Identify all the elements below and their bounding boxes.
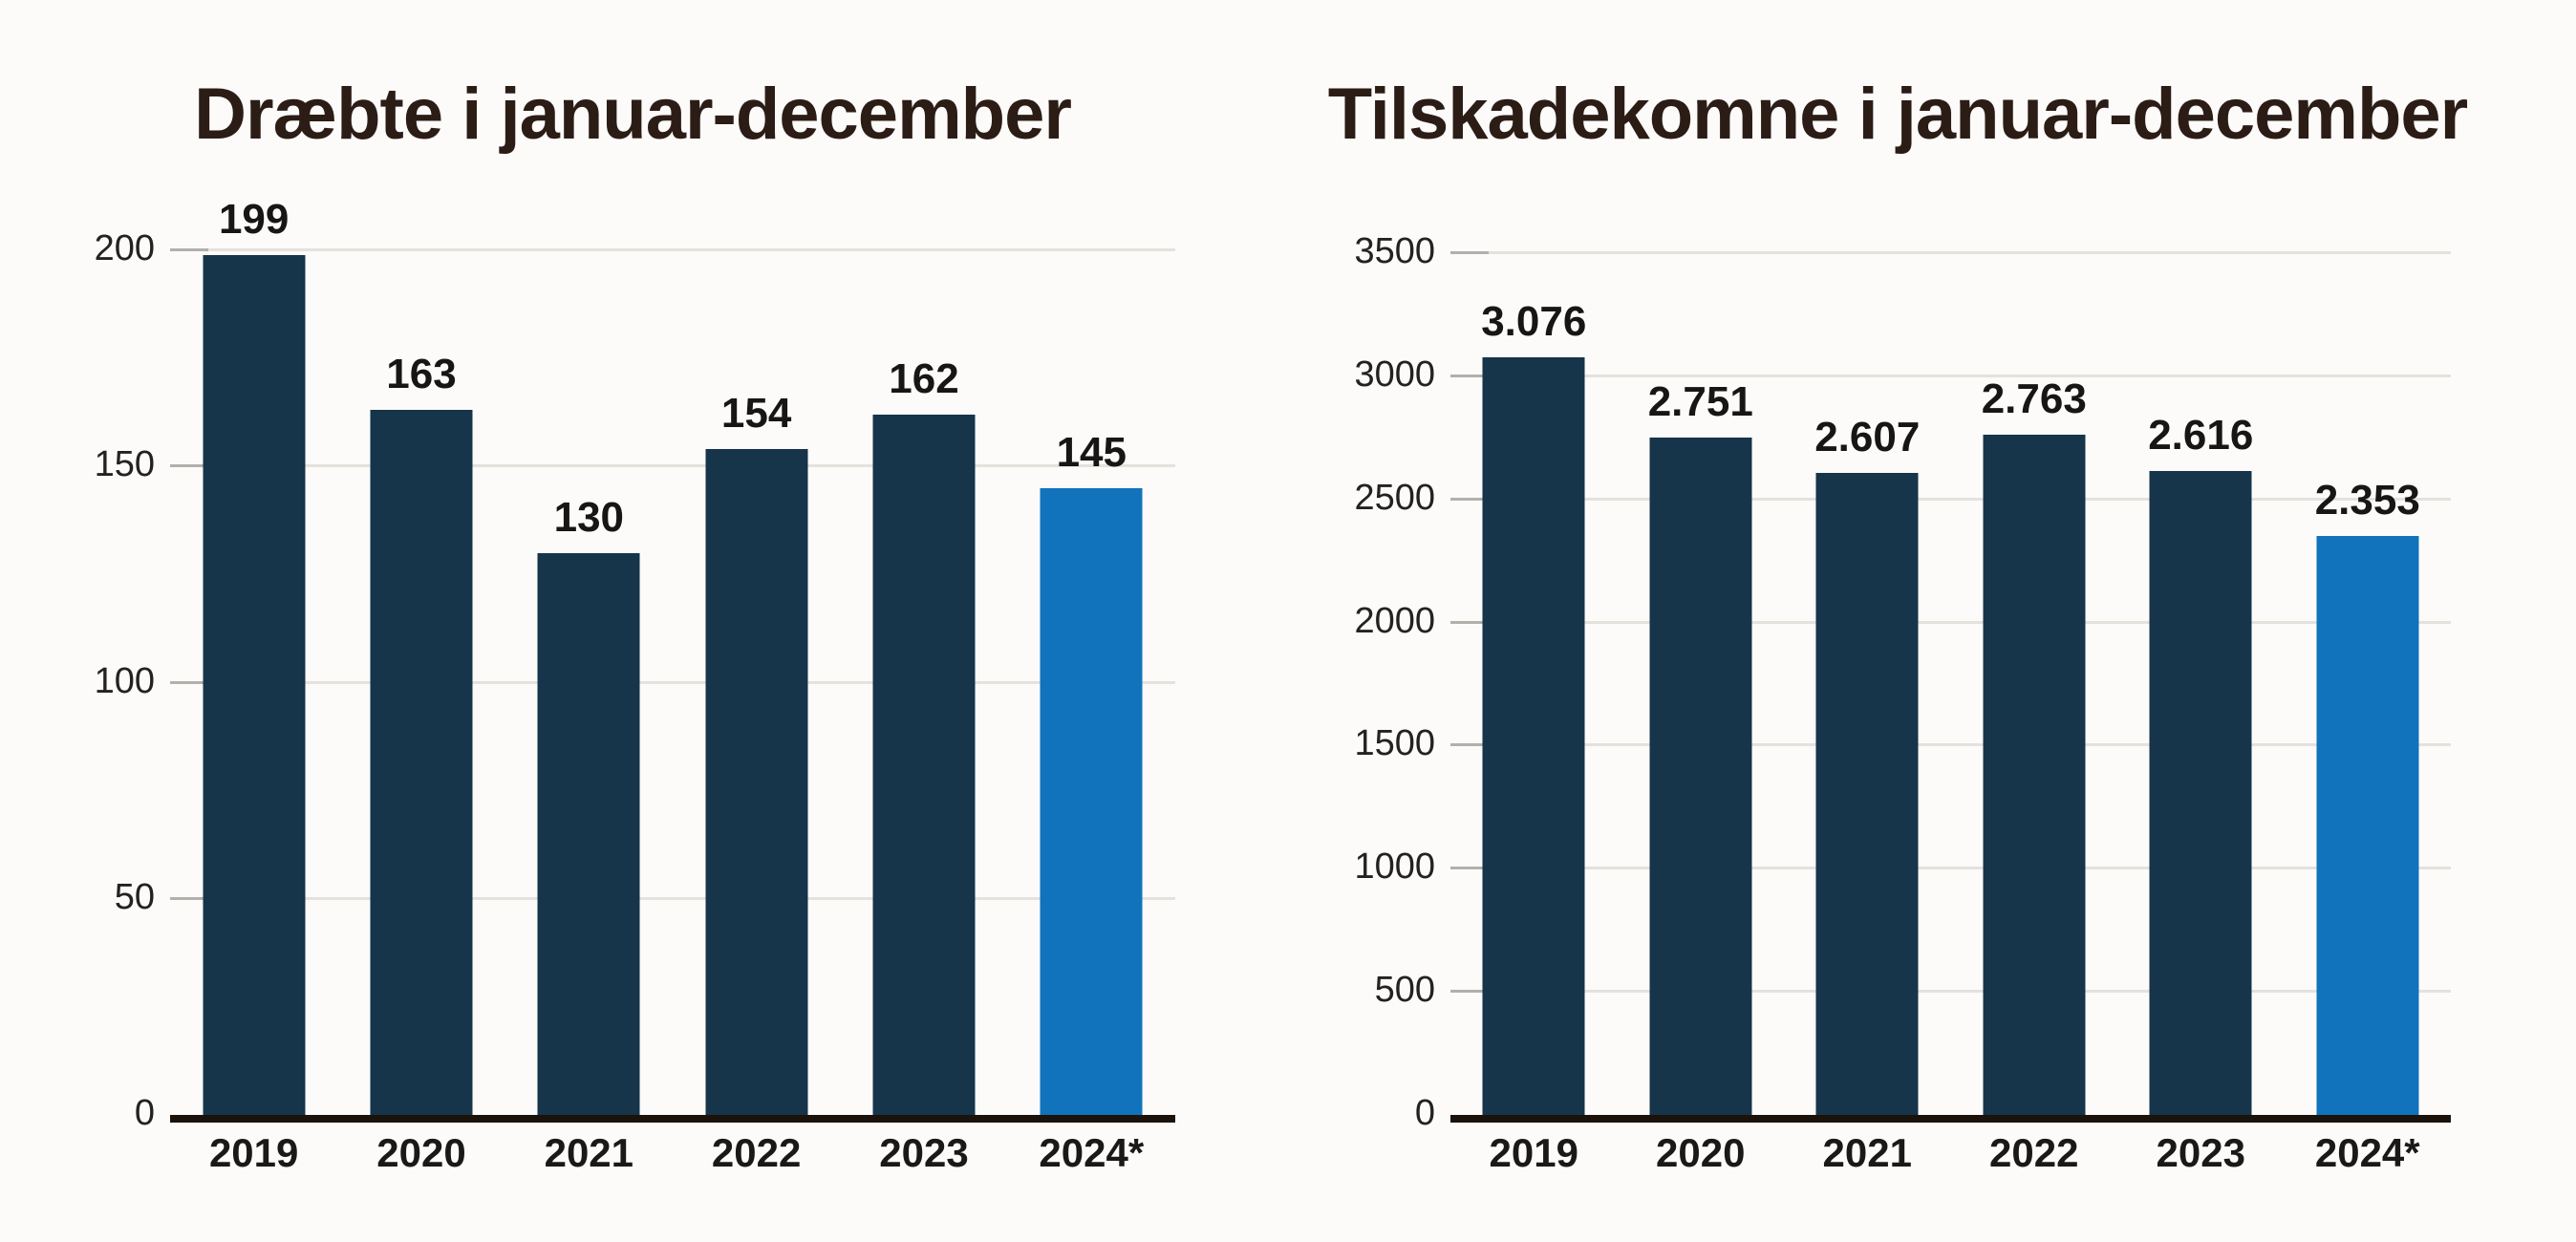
gridline [170, 680, 1175, 684]
y-axis-tick-label: 3000 [1354, 353, 1435, 395]
gridline [170, 464, 1175, 468]
bar-value-label: 163 [386, 351, 457, 398]
x-axis-category-label: 2023 [2156, 1130, 2245, 1175]
bar-2019 [203, 254, 306, 1115]
bar-value-label: 2.607 [1814, 414, 1921, 461]
y-axis-tick-mark [1450, 374, 1489, 377]
y-axis-tick-label: 150 [94, 444, 155, 485]
bar-slot: 2.763 [1951, 253, 2118, 1115]
bar-slot: 2.616 [2117, 253, 2285, 1115]
gridline [1450, 497, 2451, 501]
bar-2024* [2316, 535, 2419, 1115]
y-axis-tick-mark [170, 464, 208, 468]
bar-slot: 2.607 [1784, 253, 1951, 1115]
y-axis-tick-label: 3500 [1354, 230, 1435, 271]
y-axis-tick-mark [1450, 990, 1489, 994]
bar-slot: 3.076 [1450, 253, 1618, 1115]
bar-value-label: 2.616 [2148, 411, 2254, 459]
y-axis-tick-mark [1450, 620, 1489, 624]
bar-value-label: 154 [720, 390, 792, 438]
bar-slot: 163 [337, 250, 504, 1115]
bar-value-label: 199 [218, 195, 290, 243]
bar-2023 [872, 414, 976, 1115]
bar-2023 [2149, 470, 2252, 1115]
y-axis-tick-label: 2500 [1354, 477, 1435, 518]
bar-slot: 130 [505, 250, 673, 1115]
bar-2022 [1983, 434, 2086, 1115]
y-axis-tick-mark [1450, 867, 1489, 870]
gridline [1450, 990, 2451, 994]
gridlines-layer [1450, 251, 2451, 1115]
gridline [1450, 620, 2451, 624]
bar-plot-fatalities: 0 50 100 150 200 199 163 130 154 162 145 2019 2020… [95, 198, 1175, 1175]
gridline [1450, 251, 2451, 254]
x-axis-category-label: 2023 [879, 1130, 969, 1175]
bar-slot: 145 [1008, 250, 1175, 1115]
bar-2021 [1815, 473, 1919, 1115]
y-axis-tick-label: 1000 [1354, 846, 1435, 888]
bar-value-label: 2.751 [1647, 378, 1753, 426]
bar-value-label: 2.763 [1981, 375, 2087, 422]
bar-value-label: 145 [1056, 428, 1127, 476]
bar-value-label: 3.076 [1481, 298, 1587, 346]
chart-title-fatalities: Dræbte i januar-december [194, 73, 1072, 155]
x-axis-category-label: 2024* [1039, 1130, 1145, 1175]
x-axis: 2019 2020 2021 2022 2023 2024* [170, 1130, 1175, 1176]
bar-value-label: 162 [889, 354, 959, 402]
bar-slot: 154 [673, 250, 840, 1115]
x-axis-category-label: 2021 [1822, 1130, 1912, 1175]
gridlines-layer [170, 248, 1175, 1115]
y-axis-tick-mark [1450, 743, 1489, 747]
y-axis-tick-label: 200 [94, 227, 155, 268]
y-axis-tick-label: 1500 [1354, 723, 1435, 764]
y-axis-tick-label: 2000 [1354, 600, 1435, 641]
bar-slot: 2.751 [1618, 253, 1785, 1115]
x-axis-category-label: 2020 [376, 1130, 466, 1175]
gridline [1450, 374, 2451, 377]
y-axis-tick-mark [170, 248, 208, 251]
bar-slot: 199 [170, 198, 337, 1115]
x-axis-category-label: 2019 [1489, 1130, 1578, 1175]
x-axis-category-label: 2024* [2314, 1130, 2420, 1175]
x-axis-category-label: 2021 [544, 1130, 634, 1175]
bar-2024* [1040, 487, 1143, 1115]
bar-2019 [1482, 357, 1585, 1115]
y-axis-tick-label: 50 [114, 876, 155, 917]
x-axis-category-label: 2020 [1656, 1130, 1746, 1175]
y-axis-tick-label: 0 [134, 1092, 155, 1133]
y-axis-tick-label: 100 [94, 660, 155, 701]
bar-2020 [370, 410, 473, 1115]
bar-value-label: 2.353 [2314, 476, 2420, 524]
chart-title-injuries: Tilskadekomne i januar-december [1327, 73, 2469, 155]
y-axis-tick-mark [1450, 251, 1489, 254]
gridline [170, 248, 1175, 251]
gridline [1450, 743, 2451, 747]
x-axis: 2019 2020 2021 2022 2023 2024* [1450, 1130, 2451, 1176]
bar-slot: 162 [840, 250, 1007, 1115]
y-axis-tick-label: 0 [1414, 1092, 1435, 1133]
bar-value-label: 130 [553, 493, 625, 541]
bar-2022 [705, 449, 808, 1115]
x-axis-category-label: 2019 [208, 1130, 299, 1175]
y-axis-tick-mark [170, 680, 208, 684]
bars-layer: 199 163 130 154 162 145 [170, 198, 1175, 1115]
bar-2021 [537, 552, 640, 1115]
x-axis-category-label: 2022 [711, 1130, 802, 1175]
bar-2020 [1649, 438, 1752, 1115]
x-axis-category-label: 2022 [1989, 1130, 2079, 1175]
bars-layer: 3.076 2.751 2.607 2.763 2.616 2.353 [1450, 253, 2451, 1115]
y-axis-tick-mark [1450, 497, 1489, 501]
gridline [170, 896, 1175, 900]
bar-plot-injuries: 0 500 1000 1500 2000 2500 3000 3500 3.076 2.751 2… [1354, 231, 2451, 1175]
y-axis-tick-mark [170, 896, 208, 900]
y-axis-tick-label: 500 [1374, 969, 1435, 1010]
gridline [1450, 867, 2451, 870]
bar-slot: 2.353 [2285, 253, 2452, 1115]
